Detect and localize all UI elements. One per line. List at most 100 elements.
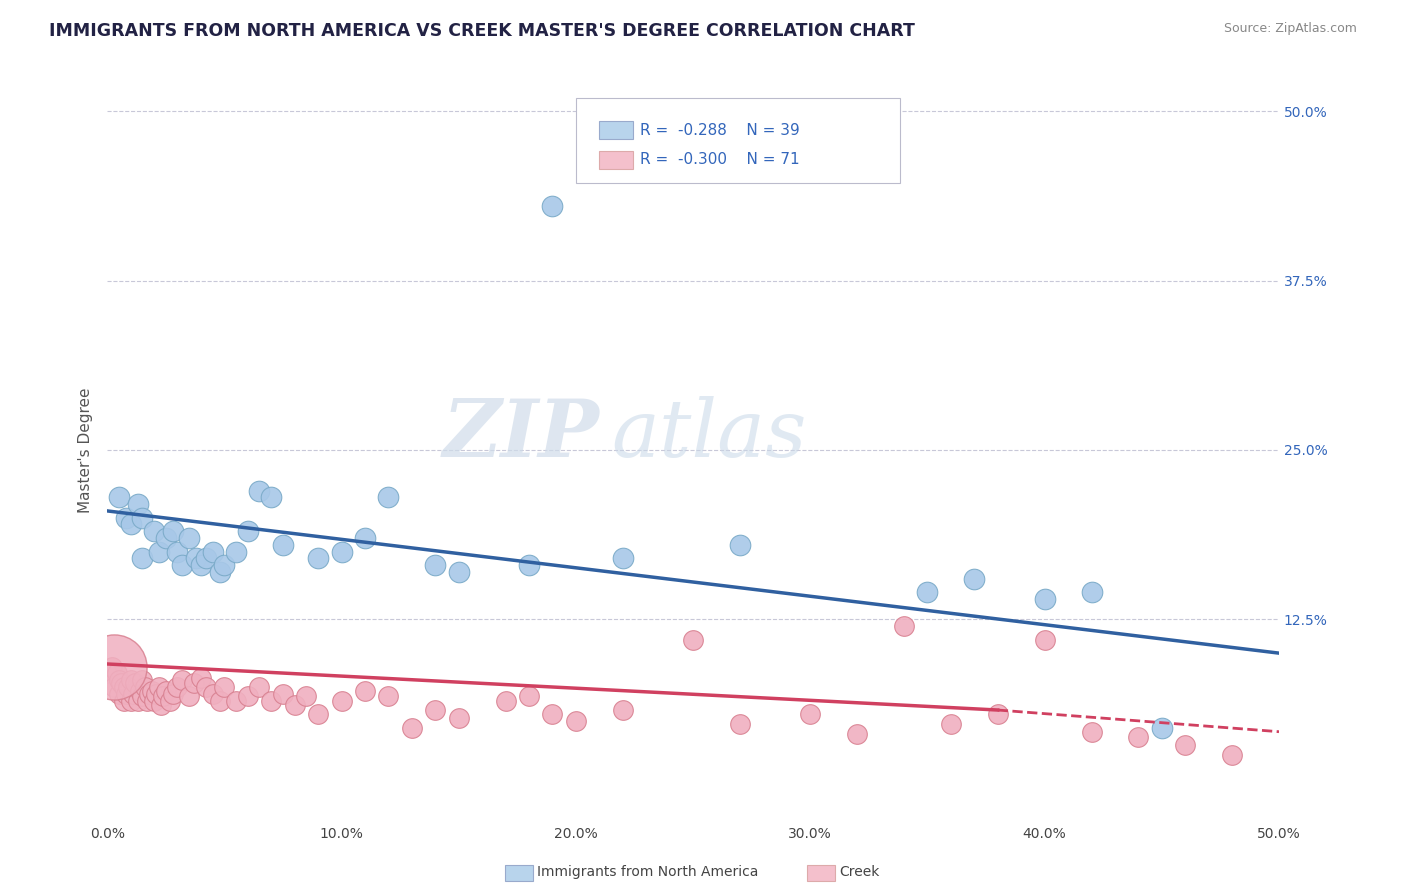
Point xyxy=(129,684,152,698)
Point xyxy=(120,693,142,707)
Point xyxy=(284,698,307,712)
Point xyxy=(115,510,138,524)
Point xyxy=(108,673,131,688)
Point xyxy=(141,684,163,698)
Point xyxy=(166,680,188,694)
Point xyxy=(612,703,634,717)
Point xyxy=(110,676,132,690)
Text: Creek: Creek xyxy=(839,865,880,880)
Point xyxy=(127,497,149,511)
Point xyxy=(208,693,231,707)
Point xyxy=(179,690,201,704)
Point xyxy=(186,551,208,566)
Point xyxy=(190,558,212,573)
Point xyxy=(307,551,329,566)
Point xyxy=(1033,632,1056,647)
Point xyxy=(1128,730,1150,744)
Point xyxy=(190,671,212,685)
Point xyxy=(162,687,184,701)
Point xyxy=(447,565,470,579)
Point xyxy=(108,491,131,505)
Point xyxy=(612,551,634,566)
Point xyxy=(517,690,540,704)
Point xyxy=(145,687,167,701)
Point xyxy=(103,680,125,694)
Point xyxy=(150,698,173,712)
Point xyxy=(179,531,201,545)
Point xyxy=(148,680,170,694)
Point xyxy=(112,680,135,694)
Point xyxy=(447,711,470,725)
Point xyxy=(117,680,139,694)
Point xyxy=(236,690,259,704)
Point xyxy=(143,524,166,539)
Point xyxy=(120,517,142,532)
Point xyxy=(260,693,283,707)
Point xyxy=(201,687,224,701)
Point xyxy=(541,199,564,213)
Point xyxy=(963,572,986,586)
Text: R =  -0.300    N = 71: R = -0.300 N = 71 xyxy=(640,153,800,167)
Text: ZIP: ZIP xyxy=(443,396,599,474)
Point xyxy=(425,558,447,573)
Point xyxy=(987,707,1010,722)
Point xyxy=(101,659,124,673)
Point xyxy=(194,551,217,566)
Point xyxy=(517,558,540,573)
Point xyxy=(728,538,751,552)
Point xyxy=(214,558,236,573)
Point xyxy=(152,690,174,704)
Point xyxy=(183,676,205,690)
Text: R =  -0.288    N = 39: R = -0.288 N = 39 xyxy=(640,123,800,137)
Point xyxy=(799,707,821,722)
Text: Immigrants from North America: Immigrants from North America xyxy=(537,865,758,880)
Point xyxy=(495,693,517,707)
Point xyxy=(122,687,145,701)
Point xyxy=(271,687,294,701)
Point xyxy=(401,721,423,735)
Point xyxy=(225,693,247,707)
Point xyxy=(208,565,231,579)
Point xyxy=(236,524,259,539)
Point xyxy=(377,491,399,505)
Point xyxy=(136,693,159,707)
Point xyxy=(172,673,194,688)
Point xyxy=(166,544,188,558)
Point xyxy=(354,684,377,698)
Y-axis label: Master's Degree: Master's Degree xyxy=(79,387,93,513)
Point xyxy=(1033,591,1056,606)
Point xyxy=(1080,724,1102,739)
Point xyxy=(131,551,153,566)
Point xyxy=(148,544,170,558)
Point xyxy=(115,687,138,701)
Point xyxy=(155,684,177,698)
Point xyxy=(131,673,153,688)
Point xyxy=(112,693,135,707)
Point xyxy=(138,687,160,701)
Point xyxy=(295,690,318,704)
Point xyxy=(330,544,353,558)
Point xyxy=(330,693,353,707)
Point xyxy=(131,510,153,524)
Text: Source: ZipAtlas.com: Source: ZipAtlas.com xyxy=(1223,22,1357,36)
Text: atlas: atlas xyxy=(612,396,807,474)
Point xyxy=(354,531,377,545)
Point xyxy=(541,707,564,722)
Point xyxy=(377,690,399,704)
Point xyxy=(201,544,224,558)
Point xyxy=(939,716,962,731)
Point xyxy=(143,693,166,707)
Point xyxy=(131,690,153,704)
Point xyxy=(96,666,118,681)
Point xyxy=(307,707,329,722)
Point xyxy=(565,714,588,728)
Point xyxy=(917,585,939,599)
Point xyxy=(249,680,271,694)
Point xyxy=(194,680,217,694)
Point xyxy=(159,693,181,707)
Point xyxy=(134,680,156,694)
Point xyxy=(1220,747,1243,762)
Point xyxy=(271,538,294,552)
Point xyxy=(249,483,271,498)
Point xyxy=(162,524,184,539)
